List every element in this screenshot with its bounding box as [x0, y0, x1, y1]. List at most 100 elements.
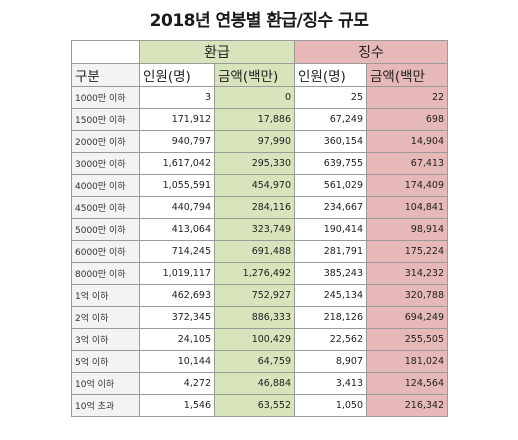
table-row: 4000만 이하 1,055,591 454,970 561,029 174,409: [71, 174, 449, 197]
refund-people-cell: 413,064: [139, 218, 215, 241]
income-bracket-label: 1억 이하: [71, 284, 140, 307]
income-bracket-label: 3000만 이하: [71, 152, 140, 175]
refund-amount-cell: 63,552: [213, 394, 296, 417]
collection-amount-cell: 174,409: [366, 174, 449, 197]
refund-people-cell: 714,245: [139, 240, 215, 263]
table-row: 5000만 이하 413,064 323,749 190,414 98,914: [71, 218, 449, 241]
refund-people-cell: 1,546: [139, 394, 215, 417]
collection-people-cell: 218,126: [294, 306, 368, 329]
refund-amount-cell: 64,759: [213, 350, 296, 373]
refund-people-cell: 10,144: [139, 350, 215, 373]
refund-amount-cell: 1,276,492: [213, 262, 296, 285]
refund-people-cell: 462,693: [139, 284, 215, 307]
collection-people-cell: 3,413: [294, 372, 368, 395]
table-row: 3000만 이하 1,617,042 295,330 639,755 67,413: [71, 152, 449, 175]
collection-people-cell: 234,667: [294, 196, 368, 219]
refund-amount-cell: 691,488: [213, 240, 296, 263]
table-row: 1000만 이하 3 0 25 22: [71, 86, 449, 109]
refund-amount-cell: 0: [213, 86, 296, 109]
refund-amount-cell: 17,886: [213, 108, 296, 131]
table-row: 10억 초과 1,546 63,552 1,050 216,342: [71, 394, 449, 417]
table-row: 1억 이하 462,693 752,927 245,134 320,788: [71, 284, 449, 307]
refund-people-cell: 940,797: [139, 130, 215, 153]
group-header-row: 환급 징수: [71, 40, 449, 64]
collection-people-cell: 1,050: [294, 394, 368, 417]
collection-amount-cell: 22: [366, 86, 449, 109]
income-bracket-label: 10억 이하: [71, 372, 140, 395]
income-bracket-label: 5억 이하: [71, 350, 140, 373]
refund-people-cell: 24,105: [139, 328, 215, 351]
table-row: 8000만 이하 1,019,117 1,276,492 385,243 314,232: [71, 262, 449, 285]
collection-people-cell: 245,134: [294, 284, 368, 307]
refund-amount-cell: 323,749: [213, 218, 296, 241]
table-row: 2000만 이하 940,797 97,990 360,154 14,904: [71, 130, 449, 153]
refund-people-cell: 171,912: [139, 108, 215, 131]
collection-amount-cell: 175,224: [366, 240, 449, 263]
refund-amount-cell: 284,116: [213, 196, 296, 219]
collection-people-cell: 639,755: [294, 152, 368, 175]
collection-people-cell: 385,243: [294, 262, 368, 285]
refund-collection-table: 환급 징수 구분 인원(명) 금액(백만) 인원(명) 금액(백만 1000만 …: [71, 40, 449, 417]
collection-amount-cell: 181,024: [366, 350, 449, 373]
collection-amount-cell: 255,505: [366, 328, 449, 351]
income-bracket-label: 10억 초과: [71, 394, 140, 417]
refund-amount-cell: 454,970: [213, 174, 296, 197]
income-bracket-label: 8000만 이하: [71, 262, 140, 285]
collection-amount-cell: 314,232: [366, 262, 449, 285]
collection-amount-cell: 104,841: [366, 196, 449, 219]
table-row: 2억 이하 372,345 886,333 218,126 694,249: [71, 306, 449, 329]
income-bracket-label: 4500만 이하: [71, 196, 140, 219]
income-bracket-label: 3억 이하: [71, 328, 140, 351]
income-bracket-label: 2억 이하: [71, 306, 140, 329]
category-header: 구분: [71, 63, 140, 87]
collection-people-cell: 561,029: [294, 174, 368, 197]
collection-amount-cell: 67,413: [366, 152, 449, 175]
collection-people-cell: 8,907: [294, 350, 368, 373]
collection-amount-header: 금액(백만: [366, 63, 449, 87]
collection-people-header: 인원(명): [294, 63, 368, 87]
table-row: 3억 이하 24,105 100,429 22,562 255,505: [71, 328, 449, 351]
refund-people-header: 인원(명): [139, 63, 215, 87]
refund-group-header: 환급: [138, 40, 296, 64]
page-title: 2018년 연봉별 환급/징수 규모: [149, 11, 369, 31]
income-bracket-label: 1500만 이하: [71, 108, 140, 131]
collection-amount-cell: 124,564: [366, 372, 449, 395]
refund-people-cell: 440,794: [139, 196, 215, 219]
table-row: 10억 이하 4,272 46,884 3,413 124,564: [71, 372, 449, 395]
collection-people-cell: 25: [294, 86, 368, 109]
table-row: 5억 이하 10,144 64,759 8,907 181,024: [71, 350, 449, 373]
table-row: 4500만 이하 440,794 284,116 234,667 104,841: [71, 196, 449, 219]
collection-amount-cell: 694,249: [366, 306, 449, 329]
table-row: 6000만 이하 714,245 691,488 281,791 175,224: [71, 240, 449, 263]
refund-people-cell: 4,272: [139, 372, 215, 395]
refund-people-cell: 3: [139, 86, 215, 109]
income-bracket-label: 6000만 이하: [71, 240, 140, 263]
collection-people-cell: 22,562: [294, 328, 368, 351]
collection-people-cell: 281,791: [294, 240, 368, 263]
refund-amount-cell: 97,990: [213, 130, 296, 153]
refund-amount-cell: 752,927: [213, 284, 296, 307]
income-bracket-label: 2000만 이하: [71, 130, 140, 153]
refund-amount-cell: 886,333: [213, 306, 296, 329]
collection-amount-cell: 98,914: [366, 218, 449, 241]
income-bracket-label: 1000만 이하: [71, 86, 140, 109]
collection-people-cell: 190,414: [294, 218, 368, 241]
refund-people-cell: 1,019,117: [139, 262, 215, 285]
refund-people-cell: 1,055,591: [139, 174, 215, 197]
refund-amount-cell: 46,884: [213, 372, 296, 395]
column-header-row: 구분 인원(명) 금액(백만) 인원(명) 금액(백만: [71, 63, 449, 87]
refund-people-cell: 372,345: [139, 306, 215, 329]
collection-group-header: 징수: [294, 40, 449, 64]
refund-people-cell: 1,617,042: [139, 152, 215, 175]
collection-amount-cell: 216,342: [366, 394, 449, 417]
collection-amount-cell: 14,904: [366, 130, 449, 153]
refund-amount-header: 금액(백만): [213, 63, 296, 87]
refund-amount-cell: 295,330: [213, 152, 296, 175]
table-row: 1500만 이하 171,912 17,886 67,249 698: [71, 108, 449, 131]
income-bracket-label: 4000만 이하: [71, 174, 140, 197]
collection-people-cell: 67,249: [294, 108, 368, 131]
collection-amount-cell: 698: [366, 108, 449, 131]
collection-people-cell: 360,154: [294, 130, 368, 153]
refund-amount-cell: 100,429: [213, 328, 296, 351]
